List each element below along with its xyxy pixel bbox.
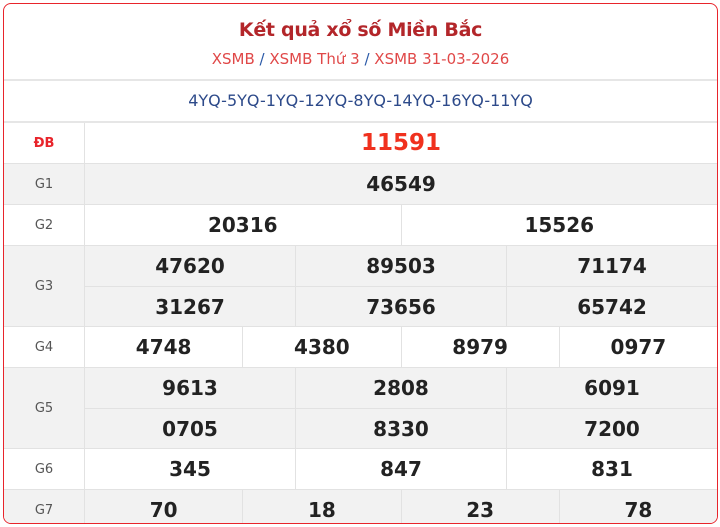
prize-label: G6: [4, 449, 85, 489]
prize-number: 847: [296, 449, 507, 489]
prize-number: 7200: [584, 416, 640, 441]
prize-subrow: 9613 2808 6091: [85, 368, 717, 408]
prize-number: 8330: [296, 409, 507, 448]
prize-number: 4748: [85, 327, 244, 367]
breadcrumb-date[interactable]: XSMB 31-03-2026: [374, 50, 510, 68]
prize-row-g2: G2 20316 15526: [4, 205, 717, 246]
prize-row-g5: G5 9613 2808 6091 0705 8330 7200: [4, 368, 717, 449]
prize-number: 8979: [402, 327, 560, 367]
prize-subrow: 20316 15526: [85, 205, 717, 245]
prize-number: 65742: [577, 294, 647, 319]
prize-label: ĐB: [4, 123, 85, 163]
prize-label: G7: [4, 490, 85, 523]
prize-values: 70 18 23 78: [85, 490, 717, 523]
prize-number: 345: [85, 449, 296, 489]
prize-number: 78: [624, 498, 653, 522]
prize-number: 11591: [360, 130, 442, 156]
prize-subrow: 11591: [85, 123, 717, 163]
prize-number: 31267: [85, 287, 296, 326]
prize-values: 20316 15526: [85, 205, 717, 245]
prize-row-g4: G4 4748 4380 8979 0977: [4, 327, 717, 368]
prize-row-g6: G6 345 847 831: [4, 449, 717, 490]
breadcrumb: XSMB / XSMB Thứ 3 / XSMB 31-03-2026: [4, 50, 717, 68]
prize-number: 15526: [524, 213, 595, 237]
prize-number: 0977: [610, 335, 667, 359]
breadcrumb-xsmb[interactable]: XSMB: [211, 50, 255, 68]
prize-values: 46549: [85, 164, 717, 204]
prize-row-g7: G7 70 18 23 78: [4, 490, 717, 523]
prize-number: 18: [243, 490, 402, 523]
prize-number: 9613: [85, 368, 296, 408]
breadcrumb-separator: /: [364, 50, 370, 68]
results-card: Kết quả xổ số Miền Bắc XSMB / XSMB Thứ 3…: [3, 3, 718, 524]
prize-subrow: 345 847 831: [85, 449, 717, 489]
prize-values: 4748 4380 8979 0977: [85, 327, 717, 367]
prize-label: G1: [4, 164, 85, 204]
prize-label: G5: [4, 368, 85, 448]
prize-subrow: 47620 89503 71174: [85, 246, 717, 286]
special-codes: 4YQ-5YQ-1YQ-12YQ-8YQ-14YQ-16YQ-11YQ: [4, 81, 717, 123]
prize-label: G2: [4, 205, 85, 245]
prize-values: 11591: [85, 123, 717, 163]
prize-label: G3: [4, 246, 85, 326]
prize-values: 9613 2808 6091 0705 8330 7200: [85, 368, 717, 448]
page-title: Kết quả xổ số Miền Bắc: [238, 19, 483, 41]
prize-subrow: 4748 4380 8979 0977: [85, 327, 717, 367]
prize-number: 73656: [296, 287, 507, 326]
header: Kết quả xổ số Miền Bắc XSMB / XSMB Thứ 3…: [4, 4, 717, 81]
prize-number: 6091: [584, 376, 640, 400]
prize-subrow: 46549: [85, 164, 717, 204]
prize-number: 20316: [85, 205, 402, 245]
prize-subrow: 0705 8330 7200: [85, 408, 717, 448]
prize-number: 0705: [85, 409, 296, 448]
prize-values: 345 847 831: [85, 449, 717, 489]
prize-subrow: 31267 73656 65742: [85, 286, 717, 326]
prize-row-g3: G3 47620 89503 71174 31267 73656 65742: [4, 246, 717, 327]
prize-number: 47620: [85, 246, 296, 286]
prize-number: 4380: [243, 327, 402, 367]
prize-number: 89503: [296, 246, 507, 286]
prize-number: 46549: [366, 172, 436, 196]
breadcrumb-weekday[interactable]: XSMB Thứ 3: [269, 50, 360, 68]
prize-subrow: 70 18 23 78: [85, 490, 717, 523]
prize-number: 2808: [296, 368, 507, 408]
prize-table: ĐB 11591 G1 46549 G2 20316 15526 G3 47620 89503 71…: [4, 123, 717, 523]
prize-number: 831: [591, 457, 633, 481]
breadcrumb-separator: /: [259, 50, 265, 68]
prize-values: 47620 89503 71174 31267 73656 65742: [85, 246, 717, 326]
prize-label: G4: [4, 327, 85, 367]
prize-number: 23: [402, 490, 560, 523]
prize-number: 71174: [577, 254, 647, 278]
prize-number: 70: [85, 490, 244, 523]
prize-row-g1: G1 46549: [4, 164, 717, 205]
prize-row-db: ĐB 11591: [4, 123, 717, 164]
